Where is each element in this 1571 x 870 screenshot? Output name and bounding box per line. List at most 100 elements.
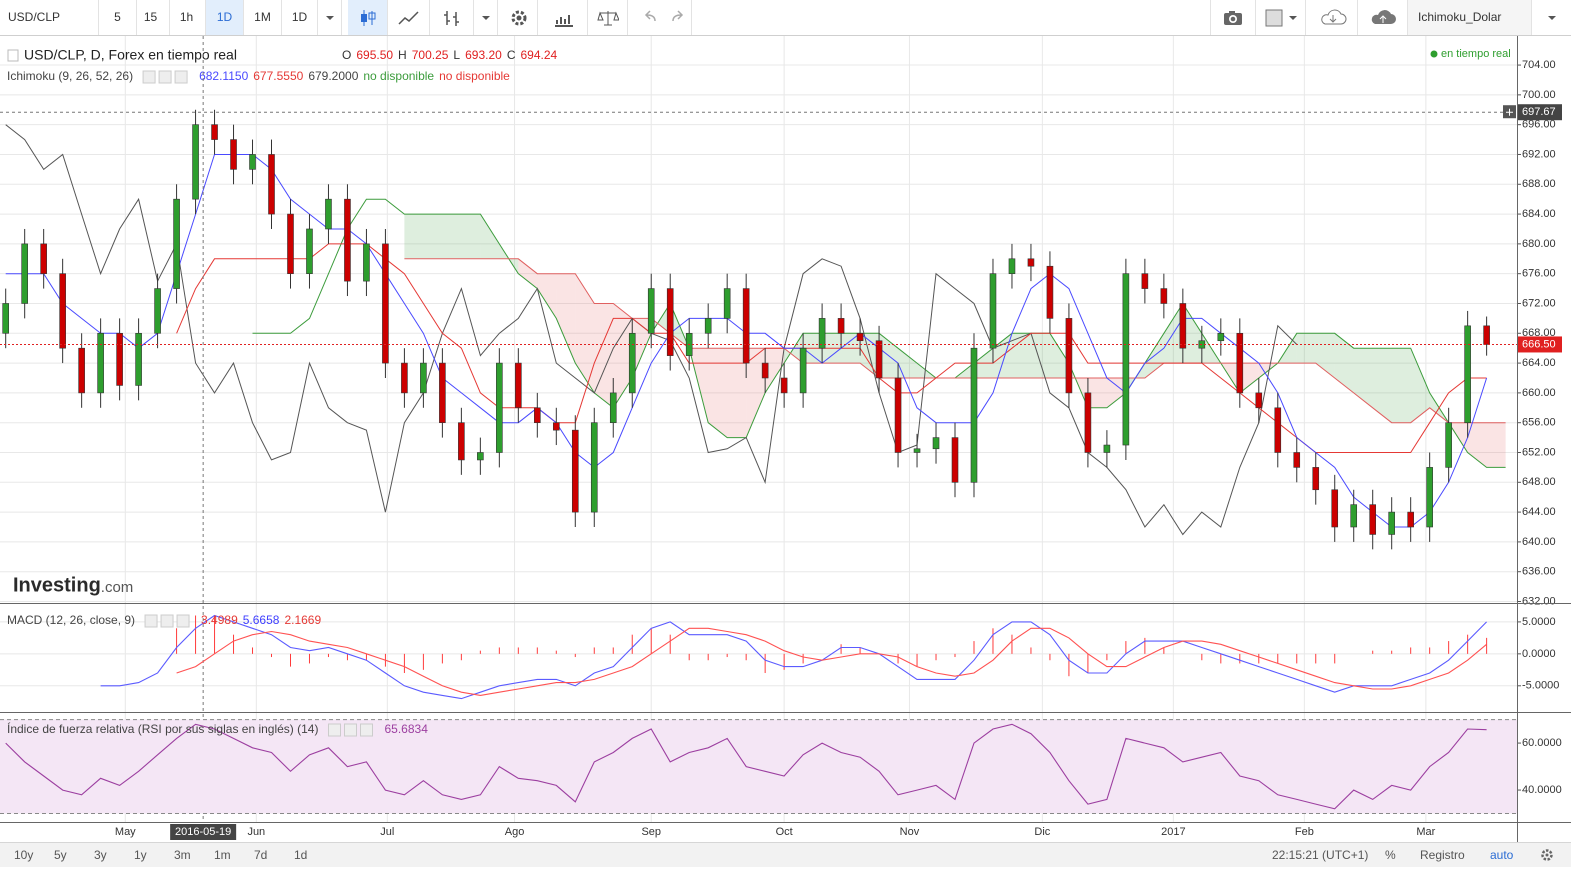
scale-option[interactable]: %	[1385, 848, 1396, 862]
bar-type-button[interactable]	[430, 0, 474, 35]
cloud-segment	[898, 348, 918, 378]
snapshot-button[interactable]	[1210, 0, 1256, 35]
cloud-segment	[651, 303, 671, 334]
candle-body	[1331, 489, 1339, 528]
watermark: .com	[101, 579, 134, 596]
undo-button[interactable]	[636, 0, 664, 35]
footer-settings[interactable]	[1540, 843, 1554, 870]
cloud-segment	[1049, 333, 1069, 378]
candle-body	[306, 228, 313, 274]
candle-body	[856, 332, 864, 342]
candle-body	[1141, 273, 1149, 289]
candle-body	[2, 303, 9, 334]
candle-body	[173, 198, 180, 289]
y-tick-label: 688.00	[1522, 178, 1556, 190]
legend-icon	[142, 70, 156, 84]
interval-dropdown[interactable]	[318, 0, 342, 35]
range-button[interactable]: 3m	[174, 848, 191, 862]
candle-body	[1426, 467, 1433, 528]
redo-button[interactable]	[664, 0, 692, 35]
legend-value: 695.50	[356, 48, 393, 62]
cloud-segment	[480, 214, 500, 259]
scale-option[interactable]: auto	[1490, 848, 1514, 862]
cloud-segment	[727, 348, 747, 438]
legend-value: 5.6658	[243, 613, 280, 627]
candle-body	[97, 332, 104, 394]
y-tick-label: 640.00	[1522, 536, 1556, 548]
y-tick-label: 636.00	[1522, 566, 1556, 578]
candle-body	[154, 288, 161, 334]
indicators-button[interactable]	[540, 0, 588, 35]
range-button[interactable]: 3y	[94, 848, 107, 862]
candle-body	[420, 362, 427, 394]
type-dropdown[interactable]	[474, 0, 498, 35]
interval-button[interactable]: 5	[99, 0, 137, 35]
settings-button[interactable]	[500, 0, 538, 35]
interval-button[interactable]: 1D	[282, 0, 318, 35]
rsi-band	[0, 719, 1517, 814]
y-tick-label: 652.00	[1522, 446, 1556, 458]
cloud-segment	[1296, 333, 1316, 364]
range-button[interactable]: 5y	[54, 848, 67, 862]
legend-value: no disponible	[439, 69, 510, 83]
indicator-label: MACD (12, 26, close, 9)	[7, 613, 135, 627]
x-tick-label: Sep	[641, 826, 661, 838]
candle-type-button[interactable]	[348, 0, 388, 35]
compare-button[interactable]	[588, 0, 628, 35]
candle-body	[230, 139, 237, 170]
x-tick-label: Jul	[380, 826, 394, 838]
x-tick-label: Jun	[247, 826, 265, 838]
legend-icon	[144, 614, 158, 628]
y-tick-label: 644.00	[1522, 506, 1556, 518]
clock: 22:15:21 (UTC+1)	[1272, 848, 1369, 862]
template-dropdown[interactable]	[1532, 0, 1571, 35]
save-button[interactable]	[1358, 0, 1408, 35]
y-tick-label: 704.00	[1522, 59, 1556, 71]
candle-body	[1483, 325, 1490, 345]
load-button[interactable]	[1308, 0, 1358, 35]
cloud-segment	[537, 273, 557, 319]
legend-value: 679.2000	[308, 69, 358, 83]
range-button[interactable]: 1y	[134, 848, 147, 862]
y-tick-label: 680.00	[1522, 238, 1556, 250]
last-price-label: 666.50	[1522, 338, 1556, 350]
cloud-segment	[1334, 333, 1354, 393]
cloud-segment	[1467, 422, 1487, 468]
y-tick-label: 0.0000	[1522, 648, 1556, 660]
candle-body	[989, 273, 997, 349]
cloud-segment	[613, 303, 633, 408]
y-tick-label: 648.00	[1522, 476, 1556, 488]
y-tick-label: 660.00	[1522, 387, 1556, 399]
crosshair-x-box	[170, 824, 237, 840]
candle-body	[590, 422, 598, 513]
cloud-segment	[1372, 348, 1392, 423]
interval-button[interactable]: 1M	[244, 0, 282, 35]
line-type-button[interactable]	[388, 0, 430, 35]
interval-button[interactable]: 1D	[206, 0, 244, 35]
symbol-box[interactable]: USD/CLP	[0, 0, 99, 35]
range-button[interactable]: 1d	[294, 848, 308, 862]
legend-value: H	[398, 48, 407, 62]
candle-body	[116, 332, 123, 386]
candle-body	[1103, 444, 1111, 453]
candle-body	[780, 377, 788, 394]
range-button[interactable]: 7d	[254, 848, 268, 862]
candle-body	[458, 422, 465, 461]
color-button[interactable]	[1256, 0, 1306, 35]
range-button[interactable]: 10y	[14, 848, 34, 862]
template-name[interactable]: Ichimoku_Dolar	[1408, 0, 1532, 35]
interval-button[interactable]: 1h	[168, 0, 206, 35]
cloud-segment	[423, 214, 443, 259]
candle-body	[477, 452, 484, 461]
cloud-segment	[461, 214, 481, 259]
legend-value: C	[507, 48, 516, 62]
legend-value: 2.1669	[284, 613, 321, 627]
interval-button[interactable]: 15	[132, 0, 170, 35]
y-tick-label: 696.00	[1522, 119, 1556, 131]
range-button[interactable]: 1m	[214, 848, 231, 862]
scale-option[interactable]: Registro	[1420, 848, 1465, 862]
y-tick-label: 700.00	[1522, 89, 1556, 101]
indicator-label: Ichimoku (9, 26, 52, 26)	[7, 69, 133, 83]
candle-body	[1027, 258, 1035, 267]
cloud-segment	[746, 348, 766, 438]
